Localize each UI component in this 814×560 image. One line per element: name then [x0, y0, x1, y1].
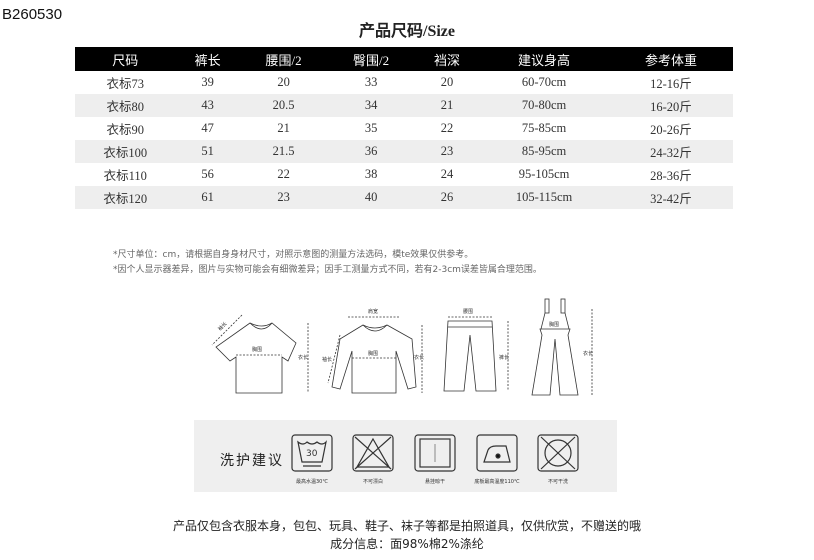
table-cell: 40 — [327, 186, 415, 209]
table-cell: 衣标110 — [103, 169, 147, 183]
column-header: 腰围/2 — [239, 47, 328, 71]
table-cell: 20 — [440, 75, 454, 89]
table-cell: 衣标90 — [106, 123, 144, 137]
table-cell: 33 — [364, 75, 378, 89]
table-cell: 21 — [414, 94, 480, 117]
care-label: 最高水温30℃ — [296, 479, 328, 485]
length-label: 衣长 — [414, 354, 424, 361]
size-table: 尺码 裤长 腰围/2 臀围/2 裆深 建议身高 参考体重 衣标73 39 20 33 2… — [75, 47, 733, 209]
table-cell: 衣标100 — [75, 140, 176, 163]
table-header-row: 尺码 裤长 腰围/2 臀围/2 裆深 建议身高 参考体重 — [75, 47, 733, 71]
table-row: 衣标100 51 21.5 36 23 85-95cm 24-32斤 — [75, 140, 733, 163]
length-label: 衣长 — [298, 354, 308, 361]
table-cell: 39 — [201, 75, 214, 89]
table-cell: 60-70cm — [521, 75, 567, 89]
table-cell: 21.5 — [239, 140, 328, 163]
table-cell: 35 — [364, 121, 378, 135]
table-cell: 36 — [327, 140, 415, 163]
table-row: 衣标90 47 21 35 22 75-85cm 20-26斤 — [75, 117, 733, 140]
table-cell: 56 — [201, 167, 214, 181]
svg-text:30: 30 — [306, 449, 318, 459]
sweater-diagram: 肩宽 胸围 衣长 袖长 — [322, 308, 424, 394]
column-header: 建议身高 — [479, 47, 609, 71]
no-bleach-icon: 不可漂白 — [343, 434, 403, 485]
table-cell: 16-20斤 — [608, 94, 733, 117]
care-instructions: 洗护建议 30 最高水温30℃ 不可漂白 悬挂晾干 底板最高温度110℃ 不可干… — [194, 420, 617, 492]
table-row: 衣标110 56 22 38 24 95-105cm 28-36斤 — [75, 163, 733, 186]
iron-110-icon: 底板最高温度110℃ — [467, 434, 527, 485]
note: *因个人显示器差异，图片与实物可能会有细微差异；因手工测量方式不同，若有2-3c… — [113, 265, 542, 275]
table-cell: 24 — [440, 167, 454, 181]
care-label: 不可漂白 — [362, 479, 383, 485]
sleeve-label: 袖长 — [322, 356, 332, 363]
table-cell: 43 — [175, 94, 240, 117]
table-cell: 75-85cm — [521, 121, 567, 135]
page-title: 产品尺码/Size — [359, 23, 455, 40]
table-cell: 38 — [364, 167, 378, 181]
table-cell: 61 — [175, 186, 240, 209]
shoulder-label: 肩宽 — [368, 308, 378, 315]
table-cell: 85-95cm — [479, 140, 609, 163]
table-cell: 47 — [201, 121, 214, 135]
length-label: 裤长 — [499, 354, 509, 361]
chest-label: 胸围 — [549, 321, 559, 328]
table-cell: 衣标120 — [75, 186, 176, 209]
overalls-diagram: 胸围 衣长 — [531, 298, 593, 396]
table-cell: 34 — [327, 94, 415, 117]
table-row: 衣标73 39 20 33 20 60-70cm 12-16斤 — [75, 71, 733, 94]
care-label: 悬挂晾干 — [424, 479, 445, 485]
measurement-diagrams: 胸围 衣长 袖长 肩宽 胸围 衣长 袖长 腰围 裤长 — [211, 298, 593, 396]
table-cell: 105-115cm — [479, 186, 609, 209]
footer-disclaimer: 产品仅包含衣服本身，包包、玩具、鞋子、袜子等都是拍照道具，仅供欣赏，不赠送的哦 — [172, 519, 641, 533]
pants-diagram: 腰围 裤长 — [443, 309, 509, 392]
table-row: 衣标80 43 20.5 34 21 70-80cm 16-20斤 — [75, 94, 733, 117]
footer-composition: 成分信息：面98%棉2%涤纶 — [330, 537, 484, 551]
table-cell: 51 — [175, 140, 240, 163]
care-label: 不可干洗 — [547, 479, 568, 485]
hang-dry-icon: 悬挂晾干 — [405, 434, 465, 485]
table-cell: 22 — [277, 167, 290, 181]
chest-label: 胸围 — [252, 346, 262, 353]
table-cell: 21 — [277, 121, 290, 135]
table-cell: 衣标80 — [75, 94, 176, 117]
table-cell: 70-80cm — [479, 94, 609, 117]
table-cell: 23 — [414, 140, 480, 163]
table-cell: 24-32斤 — [608, 140, 733, 163]
column-header: 尺码 — [75, 47, 176, 71]
wash-30-icon: 30 最高水温30℃ — [282, 434, 342, 485]
table-cell: 12-16斤 — [650, 77, 692, 91]
column-header: 臀围/2 — [327, 47, 415, 71]
size-notes: *尺寸单位：cm，请根据自身身材尺寸，对照示意图的测量方法选码，模te效果仅供参… — [113, 248, 542, 278]
table-cell: 32-42斤 — [608, 186, 733, 209]
note: *尺寸单位：cm，请根据自身身材尺寸，对照示意图的测量方法选码，模te效果仅供参… — [113, 250, 474, 260]
table-cell: 20.5 — [239, 94, 328, 117]
product-code: B260530 — [2, 6, 63, 23]
tshirt-diagram: 胸围 衣长 袖长 — [211, 314, 309, 394]
table-row: 衣标120 61 23 40 26 105-115cm 32-42斤 — [75, 186, 733, 209]
no-dry-clean-icon: 不可干洗 — [528, 434, 588, 485]
table-cell: 23 — [239, 186, 328, 209]
length-label: 衣长 — [583, 350, 593, 357]
table-cell: 28-36斤 — [650, 169, 692, 183]
table-cell: 95-105cm — [518, 167, 570, 181]
column-header: 裆深 — [414, 47, 480, 71]
table-cell: 衣标73 — [106, 77, 144, 91]
chest-label: 胸围 — [368, 350, 378, 357]
waist-label: 腰围 — [463, 309, 473, 315]
care-label: 底板最高温度110℃ — [474, 479, 520, 485]
column-header: 裤长 — [175, 47, 240, 71]
care-title: 洗护建议 — [220, 453, 284, 469]
table-cell: 20 — [277, 75, 290, 89]
column-header: 参考体重 — [608, 47, 733, 71]
table-cell: 22 — [440, 121, 454, 135]
table-cell: 20-26斤 — [650, 123, 692, 137]
table-cell: 26 — [414, 186, 480, 209]
